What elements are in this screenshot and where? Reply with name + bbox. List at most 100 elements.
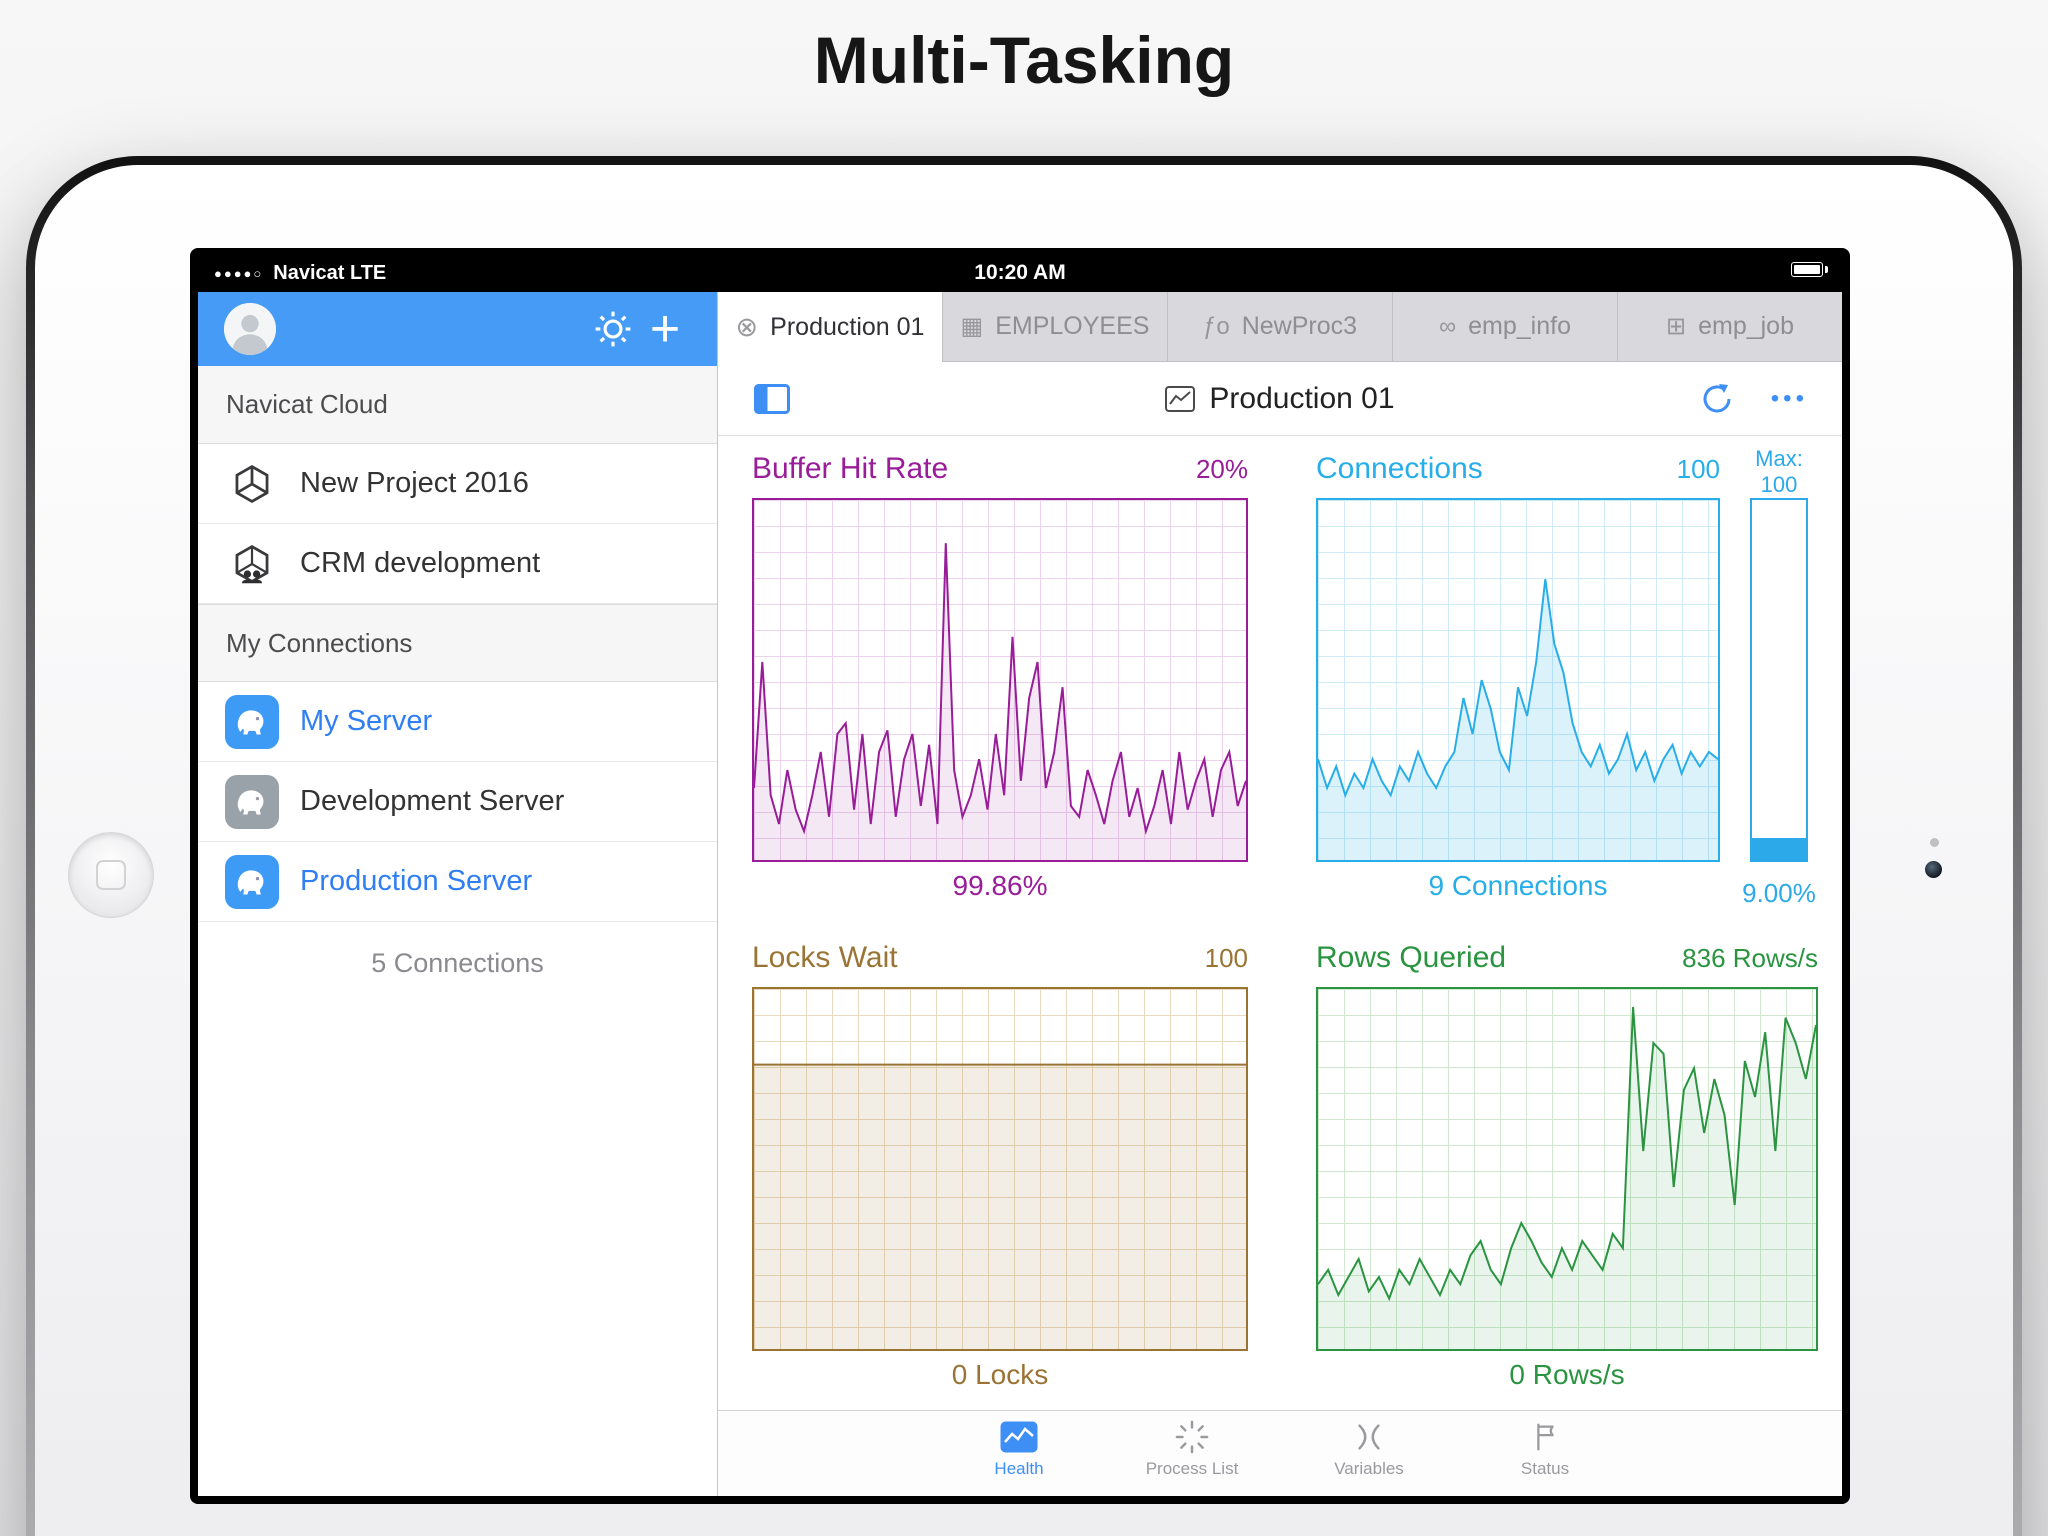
- ambient-sensor-dot: [1930, 838, 1939, 847]
- health-chart-icon: [1000, 1421, 1038, 1453]
- sidebar-item-label: My Server: [300, 705, 433, 737]
- close-circle-icon[interactable]: ⊗: [735, 311, 759, 342]
- section-label: Navicat Cloud: [226, 389, 388, 419]
- bottom-tab-status[interactable]: Status: [1460, 1420, 1630, 1479]
- app-body: + Navicat Cloud New Project 2016: [198, 292, 1842, 1496]
- toolbar: Production 01 •••: [718, 362, 1842, 436]
- function-icon: ƒo: [1202, 312, 1230, 340]
- chart-title: Buffer Hit Rate: [752, 452, 949, 485]
- connections-gauge-widget: Max: 100 9.00%: [1740, 446, 1818, 909]
- tab-label: EMPLOYEES: [995, 312, 1150, 340]
- carrier-label: Navicat LTE: [273, 261, 387, 284]
- sidebar-item-my-server[interactable]: My Server: [198, 682, 717, 762]
- chart-axis-max-label: 836 Rows/s: [1682, 943, 1818, 973]
- chart-buffer-hit-rate: Buffer Hit Rate 20% 99.86%: [752, 452, 1248, 910]
- team-project-hexagon-icon: [220, 542, 284, 586]
- front-camera: [1925, 861, 1942, 878]
- bottom-tab-variables[interactable]: Variables: [1284, 1420, 1454, 1479]
- bottom-tab-label: Process List: [1145, 1459, 1239, 1478]
- chart-series: [1318, 989, 1816, 1349]
- health-dashboard: Buffer Hit Rate 20% 99.86%: [718, 436, 1842, 1410]
- chart-title: Rows Queried: [1316, 941, 1507, 974]
- refresh-icon: [1703, 383, 1731, 412]
- chart-current-value: 0 Locks: [951, 1359, 1049, 1390]
- connections-gauge: [1750, 498, 1808, 862]
- add-connection-button[interactable]: +: [639, 303, 691, 355]
- chart-axis-max-label: 100: [1204, 943, 1248, 973]
- variables-icon: [1358, 1424, 1380, 1450]
- home-button-square-icon: [96, 860, 126, 890]
- home-button[interactable]: [68, 832, 154, 918]
- connections-gauge-fill: [1752, 838, 1806, 860]
- chart-series: [754, 500, 1246, 860]
- chart-axis-max-label: 100: [1676, 454, 1720, 484]
- postgresql-elephant-icon: [225, 694, 279, 749]
- gauge-max-value: 100: [1760, 471, 1798, 497]
- sidebar-section-my-connections: My Connections: [198, 604, 717, 682]
- sidebar-item-label: Production Server: [300, 865, 533, 897]
- page-title: Multi-Tasking: [813, 23, 1235, 97]
- sidebar-item-crm-development[interactable]: CRM development: [198, 524, 717, 604]
- link-icon: ∞: [1439, 312, 1457, 340]
- sidebar-item-production-server[interactable]: Production Server: [198, 842, 717, 922]
- bottom-tab-health[interactable]: Health: [934, 1420, 1104, 1479]
- section-label: My Connections: [226, 627, 413, 658]
- sidebar: + Navicat Cloud New Project 2016: [198, 292, 718, 1496]
- toolbar-title: Production 01: [1209, 381, 1395, 415]
- settings-button[interactable]: [587, 303, 639, 355]
- bottom-tab-label: Variables: [1334, 1459, 1404, 1478]
- user-icon: [224, 303, 276, 355]
- sidebar-section-navicat-cloud: Navicat Cloud: [198, 366, 717, 444]
- spinner-icon: [1175, 1420, 1209, 1454]
- refresh-button[interactable]: [1699, 381, 1735, 417]
- chart-connections: Connections 100 9 Connections: [1316, 452, 1720, 910]
- sidebar-header: +: [198, 292, 717, 366]
- sidebar-item-label: New Project 2016: [300, 467, 529, 499]
- monitor-chart-icon: [1165, 385, 1196, 412]
- gauge-value-label: 9.00%: [1742, 878, 1816, 908]
- tab-label: NewProc3: [1241, 312, 1358, 340]
- sidebar-item-development-server[interactable]: Development Server: [198, 762, 717, 842]
- tab-newproc3[interactable]: ƒo NewProc3: [1168, 292, 1393, 362]
- avatar[interactable]: [224, 303, 276, 355]
- tab-emp-job[interactable]: ⊞ emp_job: [1618, 292, 1842, 362]
- tab-emp-info[interactable]: ∞ emp_info: [1393, 292, 1618, 362]
- chart-plot-area: [752, 987, 1248, 1351]
- chart-title: Locks Wait: [752, 941, 898, 974]
- chart-series: [754, 989, 1246, 1349]
- tab-production-01[interactable]: ⊗ Production 01: [718, 292, 943, 362]
- bottom-tab-label: Health: [994, 1459, 1044, 1478]
- app-screen: ●●●●○ Navicat LTE 10:20 AM: [190, 248, 1850, 1504]
- tab-label: emp_job: [1698, 312, 1794, 340]
- sidebar-item-new-project-2016[interactable]: New Project 2016: [198, 444, 717, 524]
- chart-plot-area: [752, 498, 1248, 862]
- sidebar-toggle-button[interactable]: [754, 383, 790, 414]
- clock: 10:20 AM: [974, 261, 1066, 284]
- tab-employees[interactable]: ▦ EMPLOYEES: [943, 292, 1168, 362]
- postgresql-elephant-icon: [225, 854, 279, 909]
- chart-title: Connections: [1316, 452, 1483, 485]
- plus-icon: +: [649, 300, 681, 358]
- bottom-tab-label: Status: [1520, 1459, 1570, 1478]
- more-options-button[interactable]: •••: [1770, 384, 1808, 412]
- tab-label: Production 01: [770, 312, 925, 341]
- main-panel: ⊗ Production 01 ▦ EMPLOYEES ƒo NewProc3 …: [718, 292, 1842, 1496]
- bottom-tab-process-list[interactable]: Process List: [1107, 1420, 1277, 1479]
- bottom-tab-bar: Health: [718, 1410, 1842, 1496]
- document-tab-bar: ⊗ Production 01 ▦ EMPLOYEES ƒo NewProc3 …: [718, 292, 1842, 362]
- chart-locks-wait: Locks Wait 100 0 Locks: [752, 941, 1248, 1399]
- postgresql-elephant-icon: [225, 774, 279, 829]
- table-icon: ▦: [960, 313, 984, 340]
- gauge-max-label: Max:: [1755, 446, 1803, 471]
- chart-plot-area: [1316, 987, 1818, 1351]
- connections-count-label: 5 Connections: [371, 948, 544, 978]
- gear-icon: [595, 311, 631, 347]
- grid-table-icon: ⊞: [1665, 313, 1687, 340]
- signal-strength-icon: ●●●●○: [214, 265, 264, 281]
- project-hexagon-icon: [220, 462, 284, 506]
- chart-series: [1318, 500, 1718, 860]
- chart-plot-area: [1316, 498, 1720, 862]
- sidebar-item-label: Development Server: [300, 785, 565, 817]
- flag-icon: [1537, 1423, 1554, 1451]
